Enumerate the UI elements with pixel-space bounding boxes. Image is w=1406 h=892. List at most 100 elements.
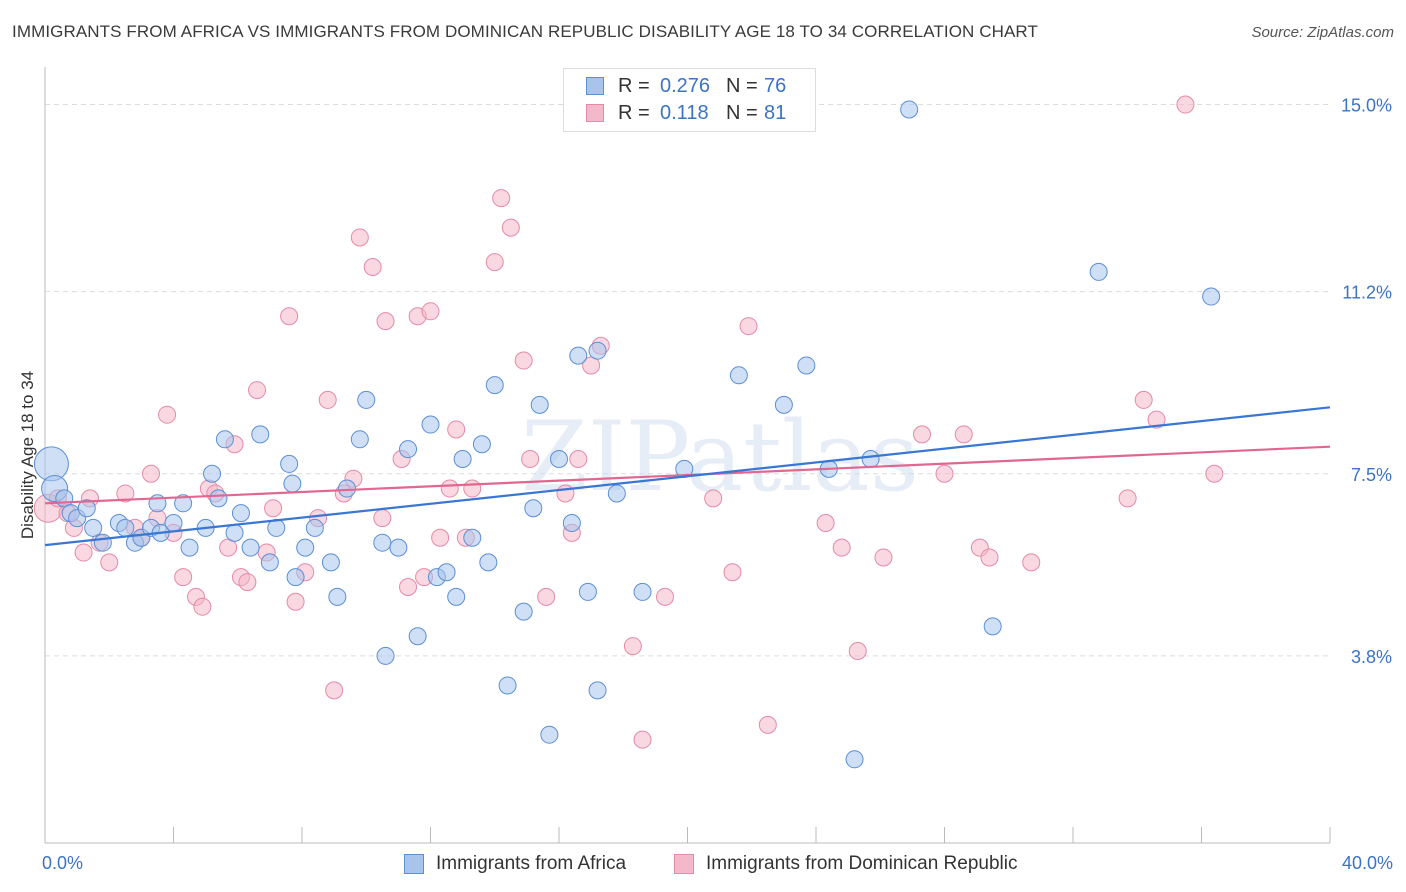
africa-point [607, 484, 626, 503]
dominican-point [723, 563, 742, 582]
legend-row-africa: R = 0.276 N = 76 [586, 73, 786, 99]
africa-point [1089, 262, 1108, 281]
dominican-point [363, 258, 382, 276]
n-value: 76 [764, 74, 787, 97]
africa-point [729, 366, 748, 385]
dominican-point [142, 464, 161, 483]
dominican-point [193, 597, 212, 616]
bottom-legend-africa: Immigrants from Africa [404, 852, 626, 876]
africa-point [376, 646, 395, 665]
dominican-point [373, 509, 392, 528]
dominican-point [485, 253, 504, 272]
legend-row-dominican: R = 0.118 N = 81 [586, 100, 786, 126]
dominican-point [1022, 553, 1041, 572]
dominican-point [350, 228, 369, 247]
dominican-point [238, 573, 257, 592]
dominican-point [758, 715, 777, 734]
africa-point [588, 341, 607, 360]
africa-point [498, 676, 517, 695]
bottom-legend-dominican: Immigrants from Dominican Republic [674, 852, 1018, 876]
dominican-point [913, 425, 932, 444]
dominican-point [569, 450, 588, 468]
africa-point [472, 435, 491, 454]
africa-point [1202, 287, 1221, 306]
dominican-point [431, 528, 450, 547]
africa-point [337, 479, 356, 498]
dominican-point [832, 538, 851, 557]
n-label: N = [726, 101, 758, 124]
africa-point [421, 415, 440, 434]
dominican-point [1205, 464, 1224, 483]
africa-point [485, 376, 504, 395]
trend-lines [44, 406, 1331, 547]
dominican-point [514, 351, 533, 370]
africa-point [408, 627, 427, 646]
dominican-point [874, 548, 893, 567]
africa-point [260, 553, 279, 572]
dominican-point [623, 637, 642, 656]
africa-point [373, 533, 392, 552]
africa-point [983, 617, 1002, 636]
dominican-point [116, 484, 135, 503]
stats-legend: R = 0.276 N = 76 R = 0.118 N = 81 [563, 68, 816, 132]
africa-point [437, 563, 456, 582]
dominican-point [286, 592, 305, 611]
dominican-point [848, 642, 867, 660]
n-value: 81 [764, 101, 787, 124]
dominican-point [935, 464, 954, 483]
africa-point [399, 440, 418, 459]
axes [44, 67, 1331, 844]
r-value: 0.276 [660, 74, 711, 97]
dominican-point [463, 479, 482, 498]
dominican-point [501, 218, 520, 237]
africa-point [900, 100, 919, 119]
africa-point [231, 504, 250, 523]
dominican-point [440, 479, 459, 498]
dominican-swatch [586, 104, 604, 122]
africa-point [286, 568, 305, 587]
africa-point [215, 430, 234, 449]
africa-point [350, 430, 369, 449]
dominican-point [318, 390, 337, 409]
africa-point [550, 450, 568, 468]
dominican-point [280, 307, 299, 326]
africa-point [328, 587, 347, 606]
dominican-point [264, 499, 283, 518]
africa-point [321, 553, 340, 572]
y-tick-label: 15.0% [1341, 96, 1392, 116]
africa-point [479, 553, 498, 572]
n-label: N = [726, 74, 758, 97]
africa-point [514, 602, 533, 621]
africa-point [296, 538, 315, 557]
africa-point [797, 356, 816, 375]
dominican-point [656, 587, 675, 606]
dominican-point [521, 450, 540, 468]
dominican-trend-line [44, 445, 1331, 505]
africa-point [203, 464, 222, 483]
y-tick-label: 3.8% [1351, 647, 1392, 667]
africa-point [241, 538, 260, 557]
africa-point [861, 450, 880, 468]
dominican-swatch [674, 854, 694, 874]
africa-point [588, 681, 607, 700]
africa-point [164, 514, 183, 532]
africa-point [633, 582, 652, 601]
africa-point [524, 499, 543, 518]
dominican-point [100, 553, 119, 572]
x-tick-label: 40.0% [1342, 853, 1393, 873]
africa-point [453, 450, 472, 468]
dominican-point [248, 381, 267, 400]
legend-label-dominican: Immigrants from Dominican Republic [706, 853, 1018, 874]
dominican-point [174, 568, 193, 587]
africa-swatch [404, 854, 424, 874]
dominican-point [816, 514, 835, 532]
dominican-point [1118, 489, 1137, 508]
africa-point [180, 538, 199, 557]
dominican-point [954, 425, 973, 444]
dominican-point [447, 420, 466, 439]
africa-point [116, 518, 135, 537]
dominican-point [421, 302, 440, 321]
y-tick-label: 11.2% [1342, 283, 1392, 303]
africa-point [225, 523, 244, 542]
africa-point [93, 533, 112, 552]
